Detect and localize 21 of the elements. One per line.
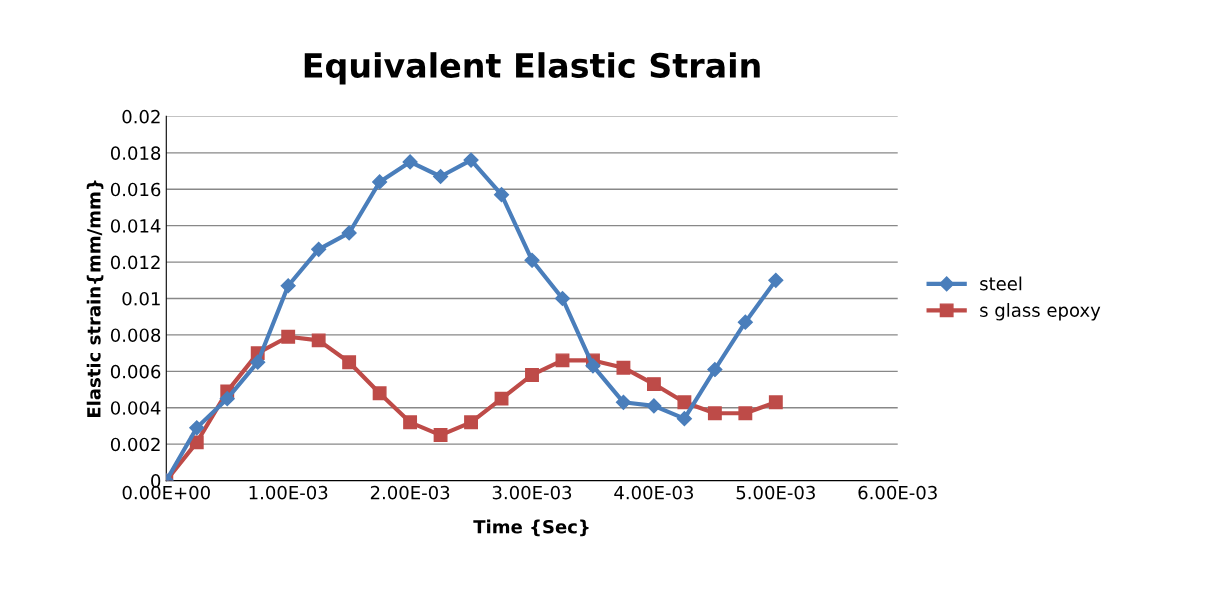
x-tick-label: 6.00E-03 bbox=[858, 485, 937, 500]
x-tick-label: 1.00E-03 bbox=[249, 485, 328, 500]
legend-label: s glass epoxy bbox=[980, 303, 1101, 321]
legend-label: steel bbox=[980, 276, 1022, 291]
x-axis-title: Time {Sec} bbox=[473, 519, 589, 537]
x-tick-label: 2.00E-03 bbox=[370, 485, 450, 500]
y-tick-label: 0.016 bbox=[110, 182, 161, 197]
y-tick-label: 0.006 bbox=[110, 364, 161, 379]
y-axis-title: Elastic strain{mm/mm} bbox=[86, 180, 104, 418]
y-tick-label: 0.018 bbox=[110, 146, 161, 160]
y-tick-label: 0.01 bbox=[122, 291, 160, 306]
x-tick-label: 4.00E-03 bbox=[614, 485, 694, 500]
y-tick-label: 0.02 bbox=[122, 109, 160, 124]
y-tick-label: 0.002 bbox=[110, 437, 160, 452]
x-tick-label: 3.00E-03 bbox=[492, 485, 572, 500]
y-tick-label: 0.008 bbox=[110, 328, 161, 343]
chart-title: Equivalent Elastic Strain bbox=[304, 52, 760, 85]
x-tick-label: 5.00E-03 bbox=[736, 485, 815, 500]
y-tick-label: 0.012 bbox=[110, 255, 160, 270]
y-tick-label: 0.004 bbox=[110, 401, 161, 415]
y-tick-label: 0.014 bbox=[110, 219, 161, 233]
